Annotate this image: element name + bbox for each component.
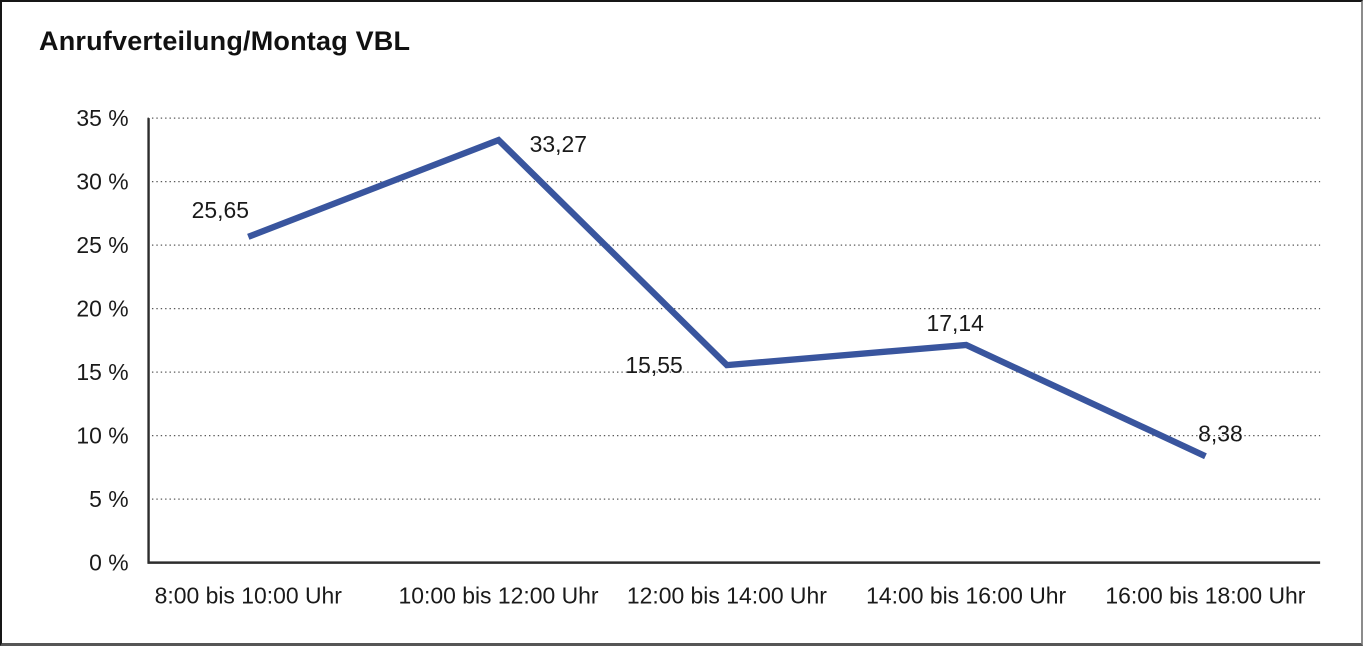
y-axis-tick-label: 5 % <box>89 486 128 512</box>
y-axis-tick-label: 35 % <box>76 105 128 131</box>
x-axis-label: 16:00 bis 18:00 Uhr <box>1105 582 1305 608</box>
data-point-label: 15,55 <box>625 352 682 378</box>
series-line <box>247 136 1207 460</box>
x-axis-label: 14:00 bis 16:00 Uhr <box>866 582 1066 608</box>
y-axis-tick-label: 0 % <box>89 550 128 576</box>
y-axis-tick-label: 25 % <box>76 232 128 258</box>
x-axis-label: 10:00 bis 12:00 Uhr <box>399 582 599 608</box>
y-axis-tick-label: 20 % <box>76 296 128 322</box>
y-axis-tick-label: 30 % <box>76 169 128 195</box>
data-point-label: 25,65 <box>192 197 249 223</box>
data-point-label: 33,27 <box>530 131 587 157</box>
data-point-label: 8,38 <box>1198 420 1243 446</box>
x-axis-label: 12:00 bis 14:00 Uhr <box>627 582 827 608</box>
y-axis-tick-label: 10 % <box>76 423 128 449</box>
data-point-label: 17,14 <box>927 310 985 336</box>
x-axis-label: 8:00 bis 10:00 Uhr <box>155 582 343 608</box>
chart-title: Anrufverteilung/Montag VBL <box>39 26 411 56</box>
y-axis-tick-label: 15 % <box>76 359 128 385</box>
